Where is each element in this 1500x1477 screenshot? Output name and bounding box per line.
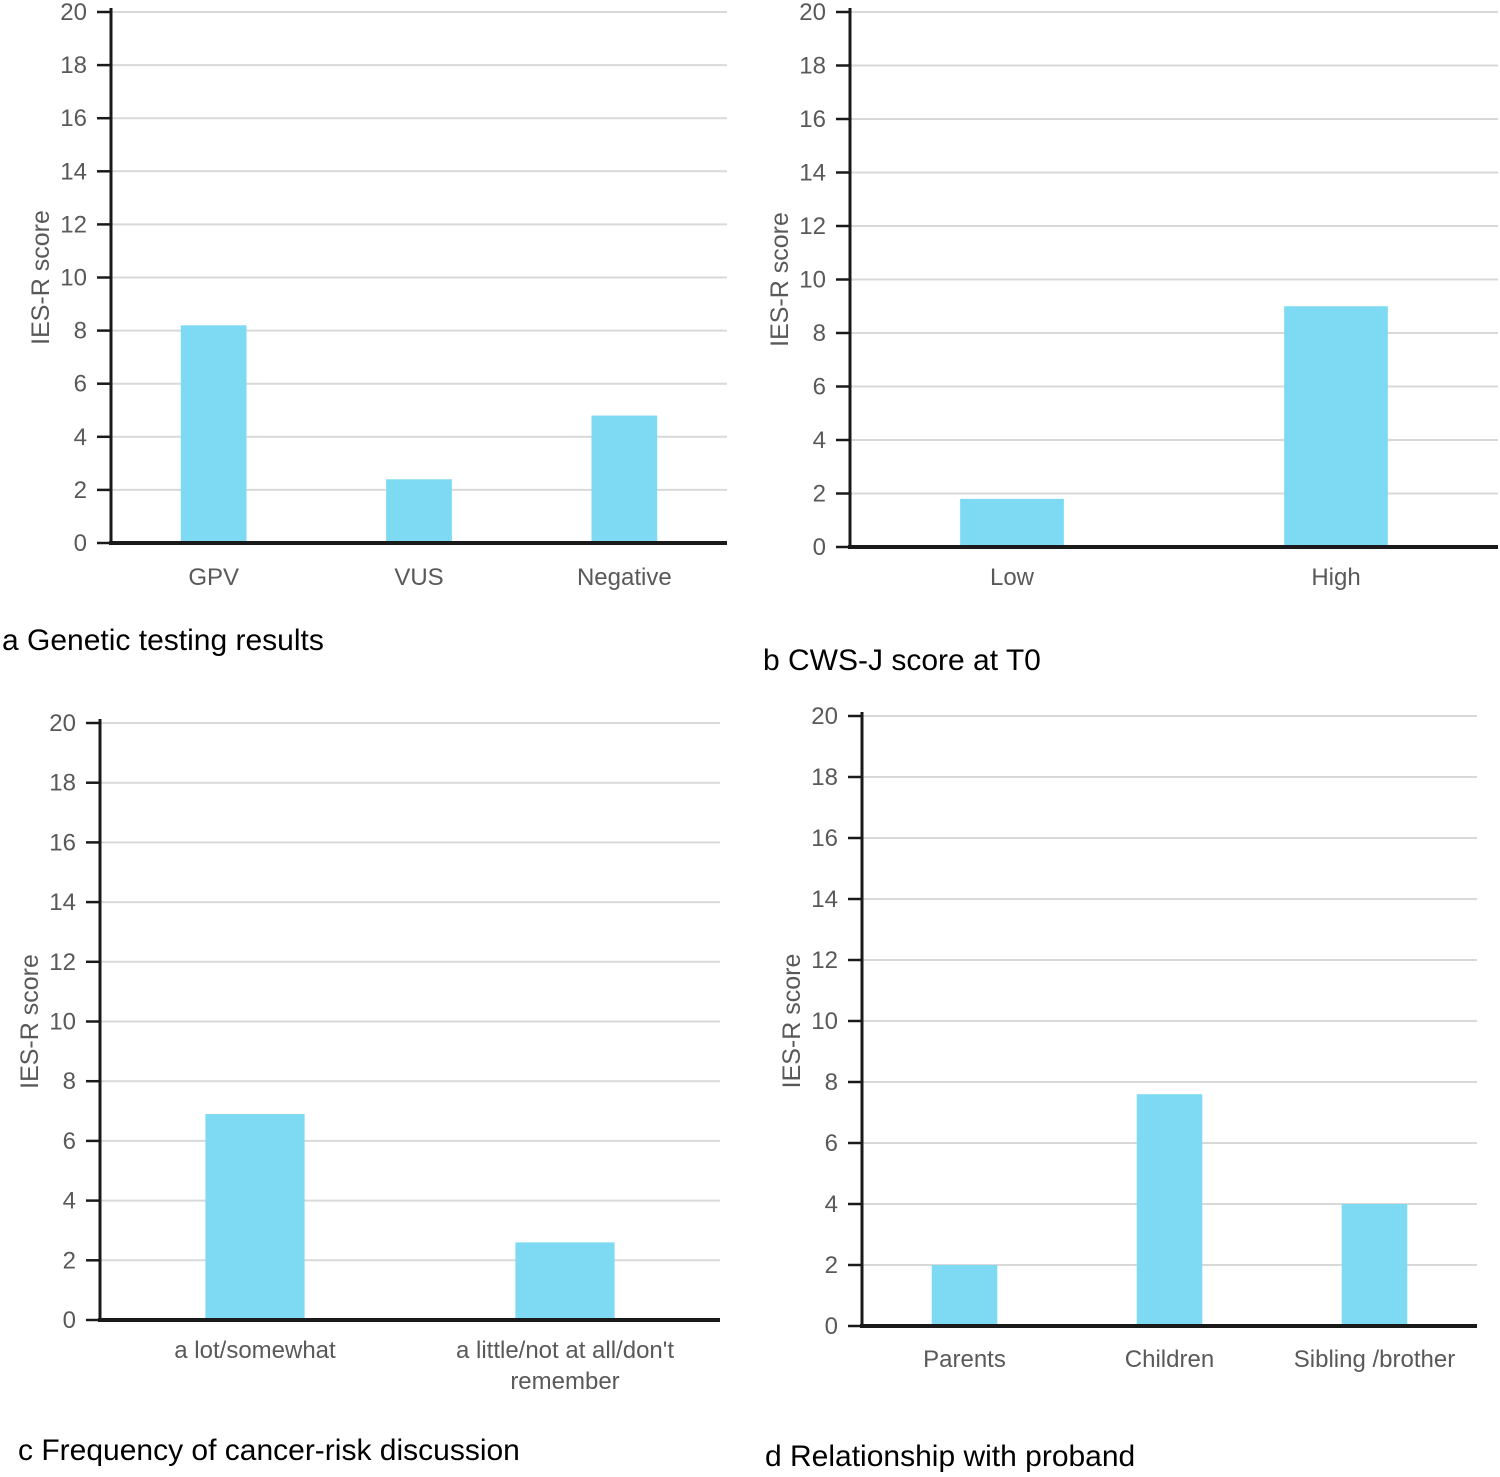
y-tick-label: 14 [60,158,87,185]
chart-caption-a: a Genetic testing results [2,624,324,657]
y-tick-label: 10 [799,267,826,294]
y-tick-label: 20 [60,0,87,26]
category-label: Sibling /brother [1294,1346,1455,1373]
y-tick-label: 16 [799,106,826,133]
y-axis-title: IES-R score [778,954,806,1089]
y-axis-title: IES-R score [27,210,55,345]
bar [591,415,658,543]
y-tick-label: 2 [63,1247,76,1274]
chart-a-svg: 0 2 4 6 8 10 12 14 16 18 20 IES-R score GPV VUS Negati… [27,0,727,591]
chart-panel-b: 0 2 4 6 8 10 12 14 16 18 20 IES-R score Low High b CW… [750,0,1500,690]
y-tick-label: 6 [813,374,826,401]
y-tick-label: 14 [799,160,826,187]
y-tick-label: 10 [49,1009,76,1036]
chart-caption-c: c Frequency of cancer-risk discussion [18,1434,520,1467]
chart-panel-c: 0 2 4 6 8 10 12 14 16 18 20 IES-R score a lot/somewh… [0,690,750,1477]
category-label: Negative [577,564,672,591]
y-tick-label: 2 [813,481,826,508]
y-tick-label: 0 [74,530,87,557]
chart-c-svg: 0 2 4 6 8 10 12 14 16 18 20 IES-R score a lot/somewh… [16,710,720,1395]
y-tick-label: 0 [63,1307,76,1334]
y-tick-label: 20 [799,0,826,26]
bar [960,498,1064,547]
bar [205,1114,305,1320]
chart-caption-b: b CWS-J score at T0 [763,644,1041,677]
y-tick-label: 12 [49,949,76,976]
category-label: remember [510,1368,619,1395]
y-tick-label: 20 [811,703,838,730]
chart-panel-d: 0 2 4 6 8 10 12 14 16 18 20 IES-R score Parents Child… [750,690,1500,1477]
category-label: Low [990,564,1035,591]
chart-caption-d: d Relationship with proband [765,1440,1136,1473]
y-tick-label: 4 [813,427,826,454]
y-tick-label: 4 [63,1188,76,1215]
y-tick-label: 14 [811,886,838,913]
y-tick-label: 4 [74,424,87,451]
chart-panel-a: 0 2 4 6 8 10 12 14 16 18 20 IES-R score GPV VUS Negati… [0,0,750,690]
category-label: GPV [188,564,239,591]
y-tick-label: 2 [825,1252,838,1279]
y-tick-label: 16 [811,825,838,852]
y-tick-label: 18 [799,53,826,80]
y-tick-label: 20 [49,710,76,737]
chart-d-svg: 0 2 4 6 8 10 12 14 16 18 20 IES-R score Parents Child… [778,703,1477,1373]
category-label: Children [1125,1346,1214,1373]
y-tick-label: 10 [60,265,87,292]
y-tick-label: 18 [60,52,87,79]
category-label: a lot/somewhat [174,1337,336,1364]
y-tick-label: 0 [825,1313,838,1340]
bar [1136,1094,1203,1326]
bar [1341,1204,1408,1326]
y-axis-title: IES-R score [16,954,44,1089]
y-tick-label: 12 [799,213,826,240]
bar [386,479,452,543]
y-tick-label: 6 [825,1130,838,1157]
category-label: Parents [923,1346,1006,1373]
y-tick-label: 16 [49,829,76,856]
y-tick-label: 8 [813,320,826,347]
bar [180,325,247,543]
y-tick-label: 12 [811,947,838,974]
y-tick-label: 14 [49,889,76,916]
y-tick-label: 4 [825,1191,838,1218]
y-tick-label: 18 [49,770,76,797]
y-tick-label: 2 [74,477,87,504]
bar [515,1242,615,1320]
y-tick-label: 12 [60,211,87,238]
bar [931,1265,998,1326]
y-tick-label: 18 [811,764,838,791]
y-tick-label: 10 [811,1008,838,1035]
category-label: VUS [394,564,443,591]
y-tick-label: 8 [63,1068,76,1095]
bar [1284,306,1388,547]
category-label: a little/not at all/don't [456,1337,674,1364]
y-axis-title: IES-R score [766,212,794,347]
y-tick-label: 16 [60,105,87,132]
y-tick-label: 8 [74,318,87,345]
y-tick-label: 6 [74,371,87,398]
y-tick-label: 0 [813,534,826,561]
y-tick-label: 6 [63,1128,76,1155]
chart-b-svg: 0 2 4 6 8 10 12 14 16 18 20 IES-R score Low High [766,0,1498,591]
category-label: High [1311,564,1360,591]
y-tick-label: 8 [825,1069,838,1096]
